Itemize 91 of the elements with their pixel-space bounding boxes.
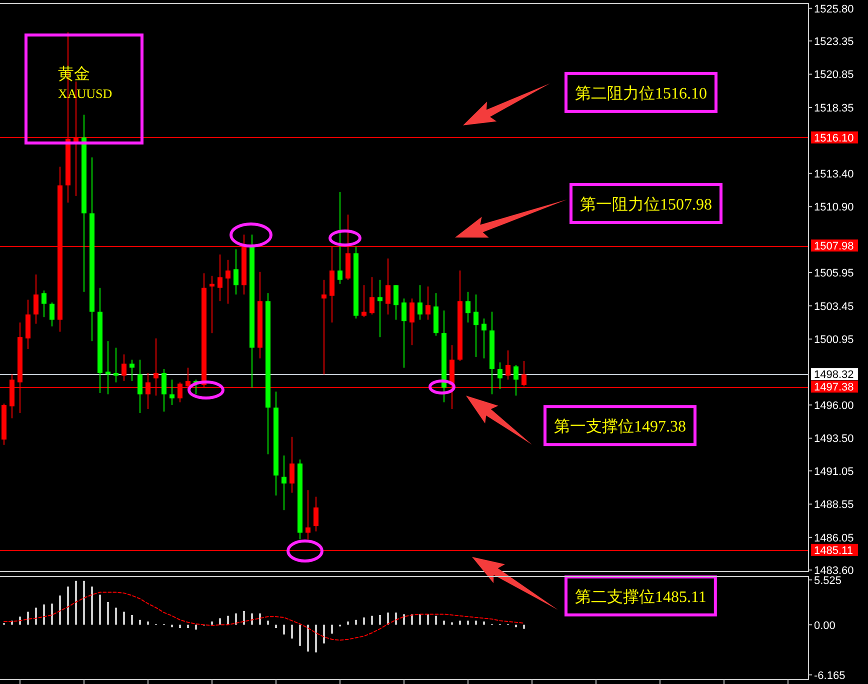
bar xyxy=(355,620,357,625)
bar xyxy=(83,580,85,625)
ref-label: 1516.10 xyxy=(811,131,858,144)
bar xyxy=(131,615,133,625)
ref-line-label: 1507.98 xyxy=(814,240,854,253)
bar xyxy=(435,616,437,625)
bar xyxy=(259,613,261,625)
bar xyxy=(267,620,269,625)
bar xyxy=(67,586,69,625)
y-tick-label: 1483.60 xyxy=(814,565,854,578)
y-tick-label: 1486.05 xyxy=(814,532,854,544)
annotation: 第二阻力位1516.10 xyxy=(575,84,707,102)
bar xyxy=(75,580,77,625)
ref-line-label: 1516.10 xyxy=(814,132,854,144)
bar xyxy=(419,614,421,625)
bar xyxy=(475,620,477,625)
bar xyxy=(291,624,293,639)
ref-label: 1485.11 xyxy=(811,544,858,557)
bar xyxy=(243,610,245,625)
bar xyxy=(411,614,413,625)
bar xyxy=(251,613,253,625)
annotation: 第一支撑位1497.38 xyxy=(554,418,686,436)
y-tick-label: 1493.50 xyxy=(814,433,854,446)
bar xyxy=(51,604,53,625)
bar xyxy=(147,622,149,625)
bar xyxy=(211,622,213,625)
y-tick-label: 1491.05 xyxy=(814,466,854,478)
ref-label: 1498.32 xyxy=(811,368,858,382)
bar xyxy=(323,624,325,644)
ref-line-label: 1485.11 xyxy=(814,544,853,557)
bar xyxy=(27,612,29,625)
y-tick-label: 1496.00 xyxy=(814,400,854,412)
y-tick-label: 1500.95 xyxy=(814,334,854,346)
y-tick-label: 1523.35 xyxy=(814,36,854,48)
y-tick-label: 1488.55 xyxy=(814,499,854,512)
y-tick-label: 1520.85 xyxy=(814,69,854,82)
y-tick-label: 0.00 xyxy=(814,620,836,632)
ref-label: 1507.98 xyxy=(811,240,858,252)
y-tick-label: 1510.90 xyxy=(814,202,854,214)
bar xyxy=(35,608,37,625)
y-tick-label: 1505.95 xyxy=(814,268,854,280)
bar xyxy=(99,594,101,625)
bar xyxy=(283,624,285,634)
y-tick-label: 1503.45 xyxy=(814,300,854,313)
ref-line-label: 1498.32 xyxy=(814,369,854,382)
bar xyxy=(107,602,109,625)
bar xyxy=(371,616,373,625)
bar xyxy=(467,620,469,625)
bar xyxy=(307,624,309,652)
bar xyxy=(331,624,333,634)
ref-label: 1497.38 xyxy=(811,380,858,394)
y-tick-label: 1518.35 xyxy=(814,102,854,114)
bar xyxy=(443,620,445,625)
bar xyxy=(139,620,141,625)
bar xyxy=(43,604,45,625)
bar xyxy=(299,624,301,646)
y-tick-label: 5.525 xyxy=(814,574,842,587)
ref-line-label: 1497.38 xyxy=(814,382,854,394)
bar xyxy=(347,622,349,625)
bar xyxy=(387,612,389,625)
annotation: 第一阻力位1507.98 xyxy=(580,196,712,214)
bar xyxy=(115,608,117,625)
bar xyxy=(483,622,485,625)
bar xyxy=(427,614,429,625)
bar xyxy=(379,615,381,625)
bar xyxy=(219,618,221,625)
bar xyxy=(403,614,405,625)
bar xyxy=(523,624,525,629)
annotation: 第一支撑位1497.38 xyxy=(544,405,696,446)
bar xyxy=(59,596,61,625)
bar xyxy=(227,616,229,625)
y-tick-label: 1525.80 xyxy=(814,3,854,16)
y-tick-label: 1513.40 xyxy=(814,168,854,180)
annotation: 第二支撑位1485.11 xyxy=(564,575,717,616)
bar xyxy=(459,620,461,625)
bar xyxy=(123,612,125,625)
bar xyxy=(179,624,181,628)
bar xyxy=(315,624,317,652)
annotation: 第二阻力位1516.10 xyxy=(564,72,718,113)
annotation: 第二支撑位1485.11 xyxy=(575,588,706,606)
bar xyxy=(395,612,397,625)
bar xyxy=(235,613,237,625)
bar xyxy=(91,586,93,625)
y-tick-label: -6.165 xyxy=(814,670,846,682)
bar xyxy=(363,617,365,625)
annotation: 第一阻力位1507.98 xyxy=(570,183,722,224)
line-series xyxy=(4,592,524,641)
bar xyxy=(187,624,189,628)
bar xyxy=(195,624,197,630)
bar xyxy=(275,624,277,628)
bar xyxy=(451,622,453,625)
